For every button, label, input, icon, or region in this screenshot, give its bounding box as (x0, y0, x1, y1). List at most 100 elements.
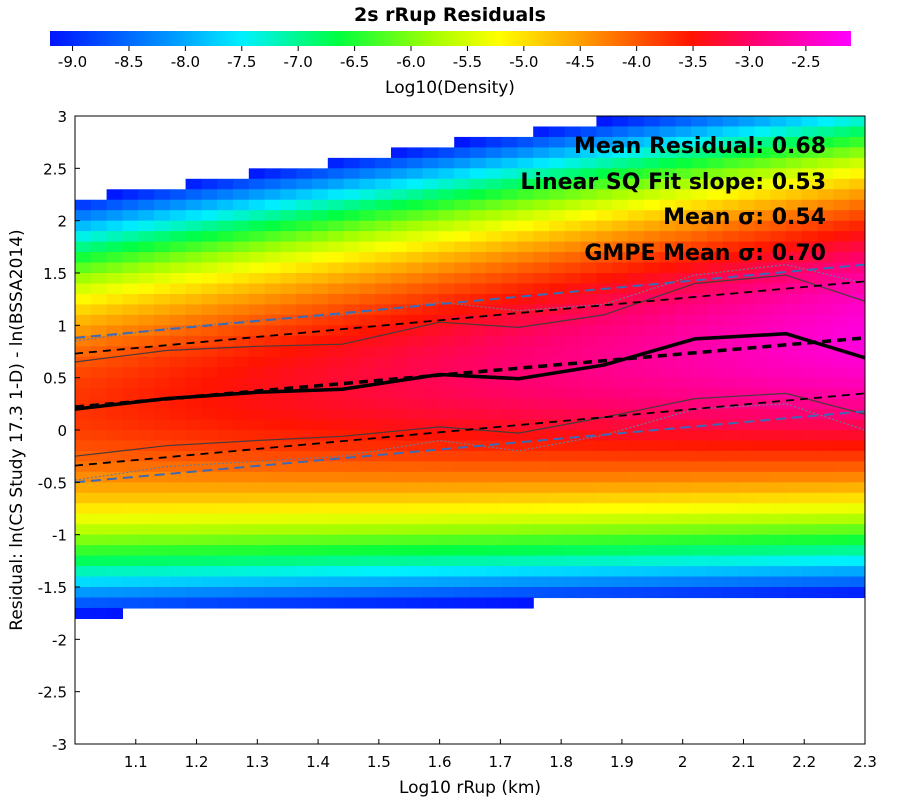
heatmap-cell (485, 273, 503, 285)
heatmap-cell (612, 503, 629, 515)
heatmap-cell (138, 471, 155, 483)
heatmap-cell (359, 534, 376, 546)
heatmap-cell (770, 293, 787, 305)
heatmap-cell (549, 136, 566, 148)
heatmap-cell (722, 398, 740, 410)
heatmap-cell (501, 220, 518, 232)
heatmap-cell (406, 252, 424, 264)
heatmap-cell (517, 566, 534, 578)
heatmap-cell (248, 273, 266, 285)
heatmap-cell (485, 419, 503, 431)
heatmap-cell (75, 409, 92, 421)
heatmap-cell (612, 304, 629, 316)
heatmap-cell (470, 587, 487, 599)
heatmap-cell (138, 440, 155, 452)
heatmap-cell (90, 356, 108, 368)
heatmap-cell (106, 587, 123, 599)
heatmap-cell (770, 566, 787, 578)
heatmap-cell (391, 199, 408, 211)
heatmap-cell (154, 513, 171, 525)
heatmap-cell (549, 262, 566, 274)
heatmap-cell (391, 388, 408, 400)
heatmap-cell (406, 398, 424, 410)
heatmap-cell (406, 388, 424, 400)
colorbar-tick-label: -4.0 (622, 53, 651, 71)
heatmap-cell (264, 450, 281, 462)
heatmap-cell (106, 377, 123, 389)
heatmap-cell (628, 566, 645, 578)
heatmap-cell (754, 273, 771, 285)
heatmap-cell (122, 555, 139, 567)
heatmap-cell (233, 231, 250, 243)
heatmap-cell (549, 513, 566, 525)
heatmap-cell (691, 189, 708, 201)
heatmap-cell (296, 178, 313, 190)
heatmap-cell (801, 566, 819, 578)
heatmap-cell (533, 189, 550, 201)
heatmap-cell (422, 377, 439, 389)
heatmap-cell (722, 241, 740, 253)
heatmap-cell (580, 555, 597, 567)
heatmap-cell (90, 314, 108, 326)
heatmap-cell (201, 314, 218, 326)
heatmap-cell (75, 607, 92, 619)
heatmap-cell (327, 597, 345, 609)
heatmap-cell (628, 388, 645, 400)
heatmap-cell (438, 273, 455, 285)
heatmap-cell (501, 314, 518, 326)
heatmap-cell (675, 273, 692, 285)
heatmap-cell (280, 409, 297, 421)
heatmap-cell (786, 126, 803, 138)
heatmap-cell (454, 314, 471, 326)
heatmap-cell (264, 430, 281, 442)
heatmap-cell (801, 534, 819, 546)
heatmap-cell (517, 220, 534, 232)
annotation-stat: Mean Residual: 0.68 (574, 134, 826, 159)
heatmap-cell (154, 587, 171, 599)
heatmap-cell (138, 189, 155, 201)
heatmap-cell (659, 304, 676, 316)
heatmap-cell (406, 409, 424, 421)
heatmap-cell (248, 398, 266, 410)
heatmap-cell (786, 262, 803, 274)
heatmap-cell (312, 210, 329, 222)
heatmap-cell (75, 482, 92, 494)
heatmap-cell (233, 314, 250, 326)
heatmap-cell (185, 461, 202, 473)
heatmap-cell (217, 597, 234, 609)
heatmap-cell (154, 304, 171, 316)
heatmap-cell (643, 430, 661, 442)
heatmap-cell (438, 189, 455, 201)
heatmap-cell (406, 273, 424, 285)
heatmap-cell (169, 597, 187, 609)
heatmap-cell (343, 513, 360, 525)
heatmap-cell (391, 566, 408, 578)
heatmap-cell (106, 576, 123, 588)
heatmap-cell (264, 220, 281, 232)
heatmap-cell (264, 168, 281, 180)
heatmap-cell (90, 231, 108, 243)
heatmap-cell (485, 189, 503, 201)
heatmap-cell (391, 273, 408, 285)
heatmap-cell (233, 367, 250, 379)
heatmap-cell (138, 461, 155, 473)
heatmap-cell (612, 273, 629, 285)
heatmap-cell (612, 116, 629, 128)
heatmap-cell (517, 273, 534, 285)
heatmap-cell (580, 168, 597, 180)
heatmap-cell (817, 241, 834, 253)
heatmap-cell (691, 430, 708, 442)
colorbar-ticks: -9.0 -8.5 -8.0 -7.5 -7.0 -6.5 -6.0 -5.5 -5.0 -4.5… (58, 46, 821, 71)
heatmap-cell (217, 231, 234, 243)
heatmap-cell (501, 576, 518, 588)
heatmap-cell (596, 189, 613, 201)
heatmap-cell (691, 513, 708, 525)
heatmap-cell (122, 210, 139, 222)
heatmap-cell (154, 409, 171, 421)
heatmap-cell (533, 450, 550, 462)
heatmap-cell (770, 199, 787, 211)
heatmap-cell (501, 293, 518, 305)
heatmap-cell (343, 273, 360, 285)
heatmap-cell (106, 189, 123, 201)
heatmap-cell (201, 189, 218, 201)
